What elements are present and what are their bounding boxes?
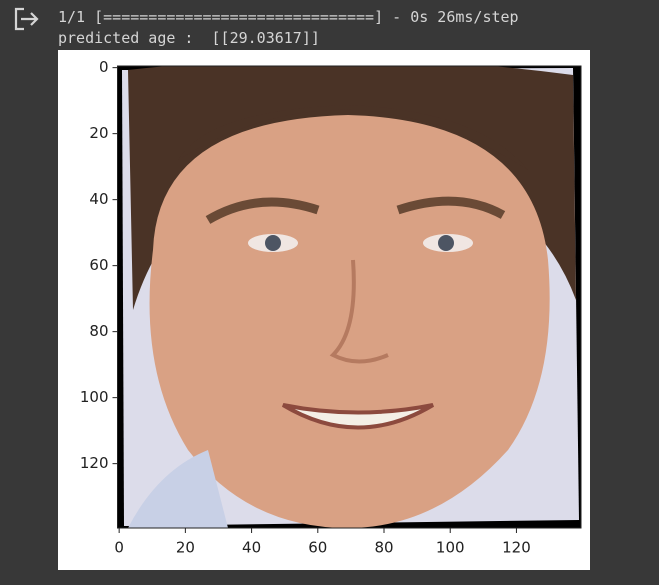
- y-tick-label: 60: [89, 256, 108, 274]
- hair-top: [178, 105, 528, 170]
- y-tick-label: 120: [80, 454, 109, 472]
- x-tick-label: 80: [374, 539, 393, 557]
- x-tick-label: 120: [502, 539, 531, 557]
- x-tick-label: 40: [242, 539, 261, 557]
- y-tick-label: 80: [89, 322, 108, 340]
- shirt: [128, 450, 228, 528]
- eyebrow: [396, 196, 506, 219]
- icon-arrow: [21, 12, 39, 26]
- output-line: 1/1 [==============================] - 0…: [58, 8, 519, 26]
- y-tick-label: 20: [89, 124, 108, 142]
- x-tick-label: 0: [114, 539, 124, 557]
- eyebrow: [205, 197, 320, 224]
- x-tick-label: 100: [436, 539, 465, 557]
- pupil: [438, 235, 454, 251]
- output-icon[interactable]: [0, 0, 50, 50]
- figure: 0 20 40 60 80 100 120 0 20 40 60 80 100 120: [58, 50, 590, 570]
- face-image: [117, 66, 581, 528]
- x-tick-label: 60: [308, 539, 327, 557]
- mouth: [281, 403, 435, 430]
- nose: [329, 259, 389, 364]
- axes-frame: [117, 65, 582, 529]
- pupil: [265, 235, 281, 251]
- y-tick-label: 0: [99, 58, 109, 76]
- y-tick-label: 100: [80, 388, 109, 406]
- x-tick-label: 20: [176, 539, 195, 557]
- y-tick-label: 40: [89, 190, 108, 208]
- icon-frame: [14, 7, 24, 31]
- output-line: predicted age : [[29.03617]]: [58, 29, 320, 47]
